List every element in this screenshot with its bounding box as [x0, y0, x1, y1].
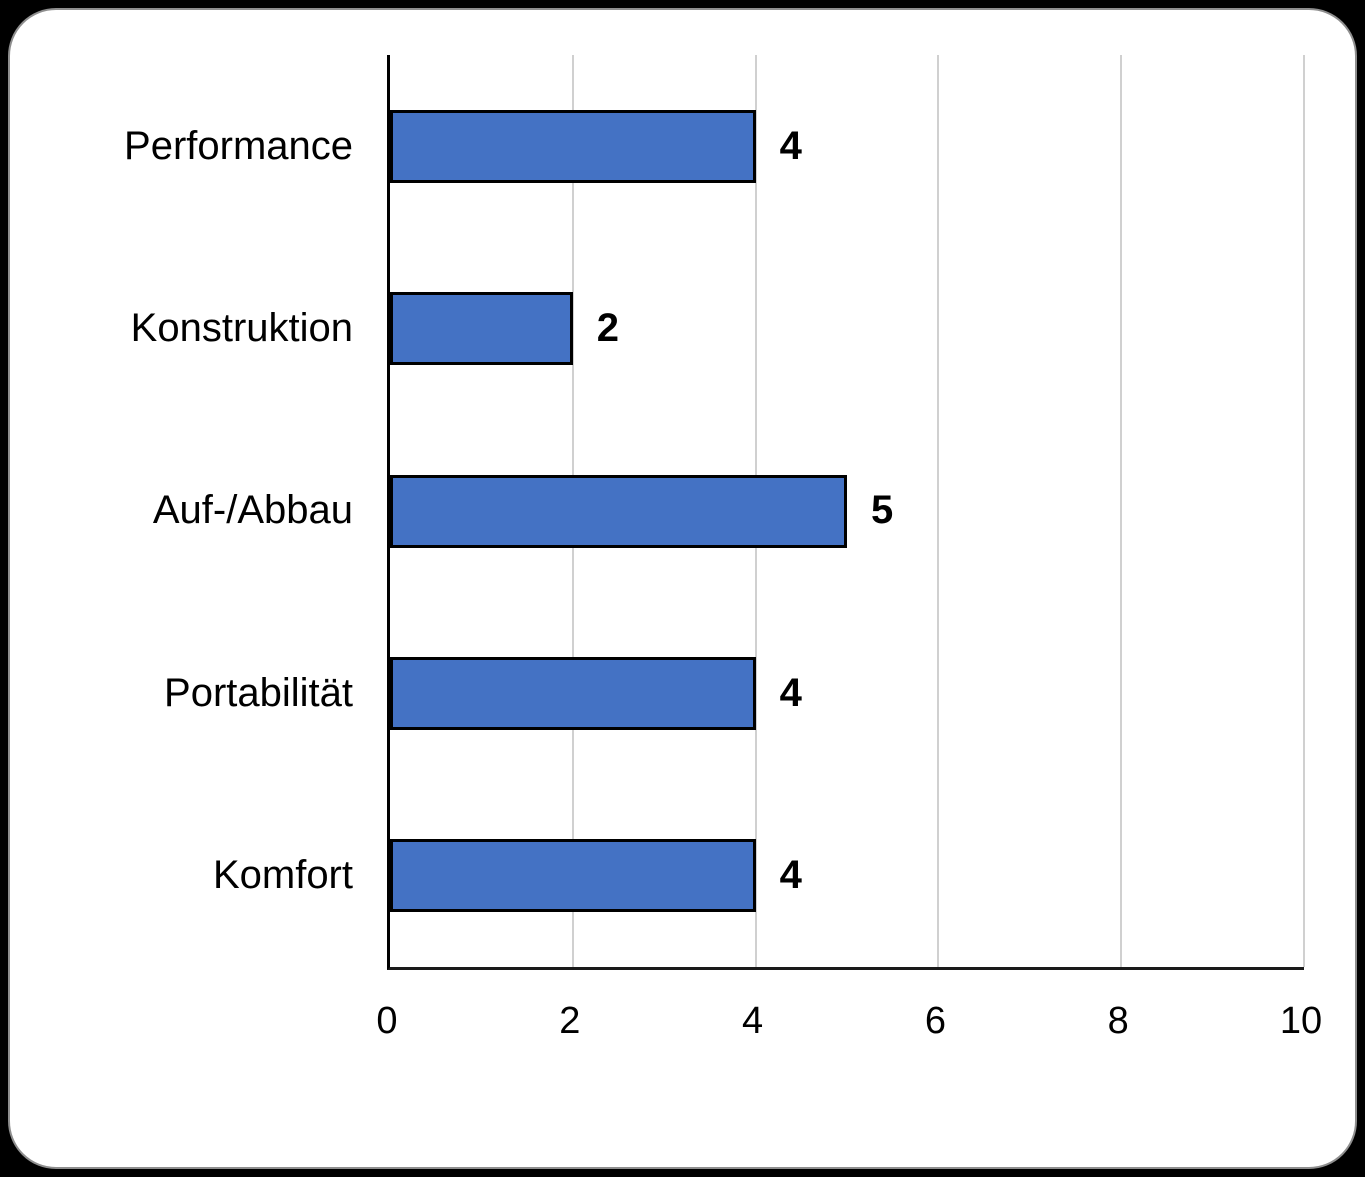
- x-tick-2: 2: [559, 1000, 581, 1042]
- bar-konstruktion: [390, 292, 573, 366]
- gridline-10: [1303, 55, 1305, 967]
- value-label-portabilit-t: 4: [779, 670, 802, 715]
- x-tick-6: 6: [924, 1000, 946, 1042]
- plot-area: 4 2 5 4 4: [387, 55, 1305, 970]
- gridline-6: [937, 55, 940, 967]
- x-tick-4: 4: [742, 1000, 764, 1042]
- value-label-performance: 4: [779, 123, 802, 168]
- value-label-konstruktion: 2: [596, 306, 620, 351]
- bar-komfort: [390, 839, 756, 913]
- x-axis-tick-labels: 0 2 4 6 8 10: [0, 997, 1365, 1045]
- chart-card: [8, 8, 1357, 1169]
- x-tick-0: 0: [376, 1000, 398, 1042]
- category-label-performance: Performance: [124, 123, 353, 168]
- gridline-8: [1120, 55, 1123, 967]
- value-label-auf-abbau: 5: [871, 488, 894, 533]
- category-label-auf-abbau: Auf-/Abbau: [152, 488, 353, 533]
- category-label-komfort: Komfort: [212, 853, 353, 898]
- x-tick-10: 10: [1279, 1000, 1323, 1042]
- value-label-komfort: 4: [779, 853, 802, 898]
- category-labels: Performance Konstruktion Auf-/Abbau Portabi…: [0, 55, 353, 967]
- x-tick-8: 8: [1107, 1000, 1129, 1042]
- bar-auf-abbau: [390, 474, 847, 548]
- category-label-portabilit-t: Portabilität: [164, 670, 353, 715]
- bar-portabilit-t: [390, 656, 756, 730]
- bar-performance: [390, 109, 756, 183]
- category-label-konstruktion: Konstruktion: [130, 306, 353, 351]
